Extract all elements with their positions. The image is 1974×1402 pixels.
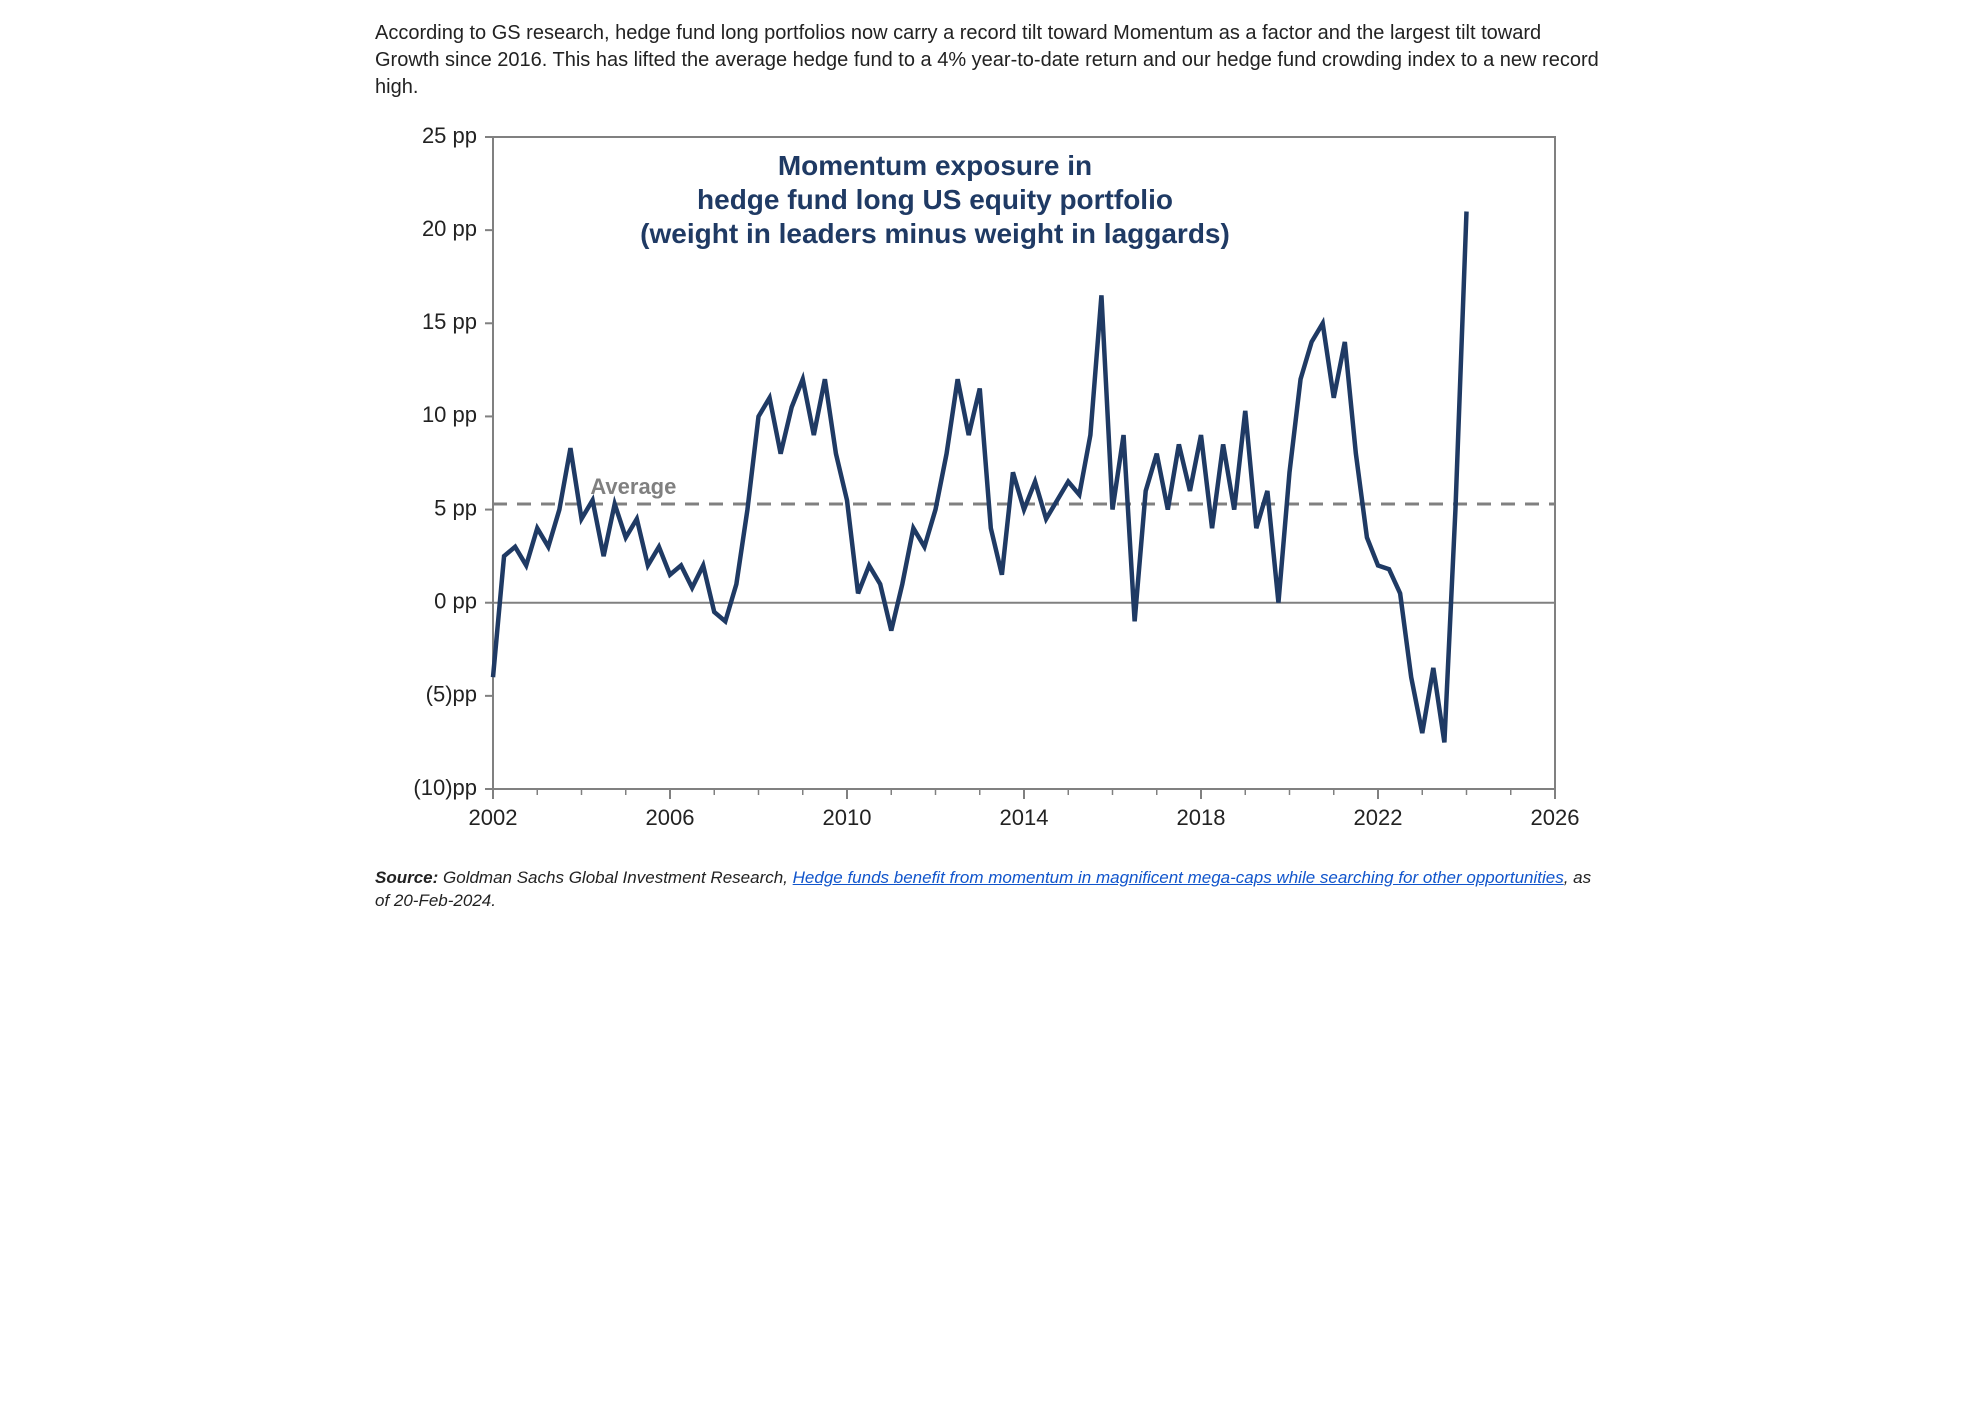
- svg-text:2002: 2002: [469, 805, 518, 830]
- momentum-exposure-chart: (10)pp (5)pp 0 pp 5 pp 10 pp 15 pp 20 pp 25 pp 2…: [375, 117, 1599, 857]
- svg-text:(10)pp: (10)pp: [413, 775, 477, 800]
- svg-text:10 pp: 10 pp: [422, 402, 477, 427]
- svg-text:20 pp: 20 pp: [422, 216, 477, 241]
- source-text-1: Goldman Sachs Global Investment Research…: [438, 868, 792, 887]
- chart-source: Source: Goldman Sachs Global Investment …: [375, 867, 1599, 913]
- svg-text:(weight in leaders minus weigh: (weight in leaders minus weight in lagga…: [640, 218, 1230, 249]
- svg-text:5 pp: 5 pp: [434, 495, 477, 520]
- svg-text:Momentum exposure in: Momentum exposure in: [778, 150, 1092, 181]
- svg-text:2022: 2022: [1354, 805, 1403, 830]
- svg-text:0 pp: 0 pp: [434, 589, 477, 614]
- svg-text:(5)pp: (5)pp: [426, 682, 477, 707]
- svg-text:2006: 2006: [646, 805, 695, 830]
- source-link[interactable]: Hedge funds benefit from momentum in mag…: [793, 868, 1564, 887]
- svg-text:2010: 2010: [823, 805, 872, 830]
- svg-text:25 pp: 25 pp: [422, 123, 477, 148]
- svg-text:15 pp: 15 pp: [422, 309, 477, 334]
- svg-text:Average: Average: [590, 474, 676, 499]
- svg-text:2026: 2026: [1531, 805, 1580, 830]
- svg-text:hedge fund long US equity port: hedge fund long US equity portfolio: [697, 184, 1173, 215]
- source-prefix: Source:: [375, 868, 438, 887]
- svg-text:2018: 2018: [1177, 805, 1226, 830]
- svg-text:2014: 2014: [1000, 805, 1049, 830]
- intro-paragraph: According to GS research, hedge fund lon…: [375, 20, 1599, 101]
